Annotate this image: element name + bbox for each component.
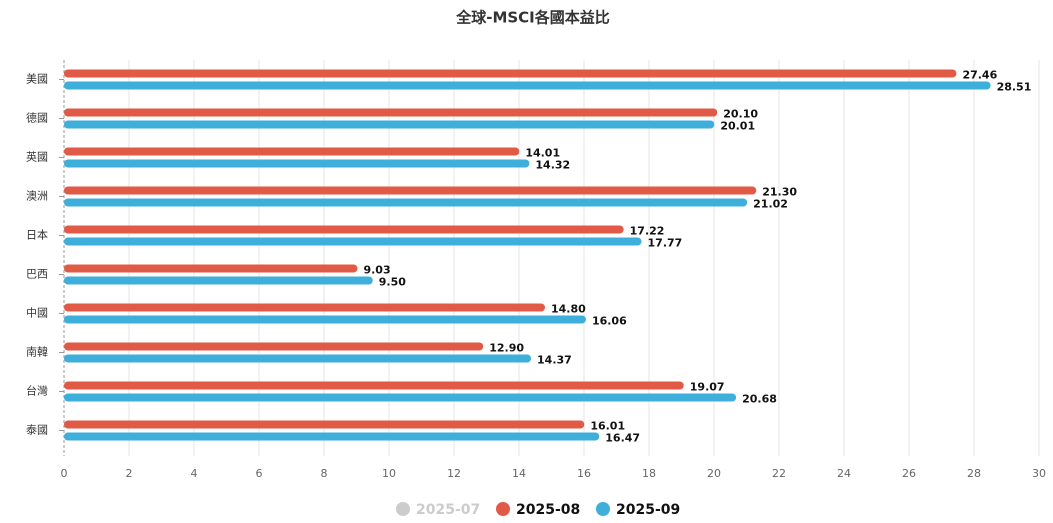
bar [64, 432, 600, 441]
value-label: 28.51 [997, 81, 1032, 94]
legend-label[interactable]: 2025-07 [416, 502, 480, 518]
x-tick-label: 4 [191, 467, 198, 480]
x-tick-label: 2 [126, 467, 133, 480]
x-tick-label: 22 [772, 467, 786, 480]
bar [64, 342, 484, 351]
value-label: 16.47 [605, 432, 640, 445]
value-label: 20.10 [723, 108, 758, 121]
bar [64, 120, 715, 129]
y-tick-label: 日本 [26, 228, 48, 242]
bar [64, 81, 991, 90]
value-label: 19.07 [690, 381, 725, 394]
bar [64, 381, 684, 390]
chart-title: 全球-MSCI各國本益比 [455, 9, 610, 27]
value-label: 20.68 [742, 393, 777, 406]
y-tick-label: 英國 [26, 150, 48, 164]
x-tick-label: 12 [447, 467, 461, 480]
value-label: 20.01 [720, 120, 755, 133]
y-tick-label: 南韓 [26, 346, 48, 359]
value-label: 16.01 [590, 420, 625, 433]
y-tick-label: 德國 [26, 111, 48, 125]
bar [64, 237, 642, 246]
legend-label[interactable]: 2025-08 [516, 502, 580, 518]
y-tick-label: 台灣 [26, 384, 48, 398]
bar [64, 354, 532, 363]
bar [64, 264, 358, 273]
bar [64, 147, 520, 156]
value-label: 14.80 [551, 303, 586, 316]
y-tick-label: 泰國 [26, 423, 48, 437]
bar [64, 108, 718, 117]
x-tick-label: 8 [321, 467, 328, 480]
value-label: 27.46 [962, 69, 997, 82]
x-tick-label: 28 [967, 467, 981, 480]
bar [64, 303, 545, 312]
x-tick-label: 14 [512, 467, 526, 480]
bar [64, 225, 624, 234]
x-tick-label: 20 [707, 467, 721, 480]
x-tick-label: 10 [382, 467, 396, 480]
x-tick-label: 26 [902, 467, 916, 480]
value-label: 14.37 [537, 354, 572, 367]
y-tick-label: 美國 [26, 73, 48, 86]
legend-marker[interactable] [496, 502, 510, 516]
y-tick-label: 澳洲 [26, 190, 48, 203]
y-tick-label: 中國 [26, 307, 48, 320]
x-tick-label: 18 [642, 467, 656, 480]
bar [64, 69, 957, 78]
value-label: 14.32 [535, 159, 570, 172]
legend-marker[interactable] [596, 502, 610, 516]
x-tick-label: 24 [837, 467, 851, 480]
bar [64, 198, 748, 207]
y-tick-label: 巴西 [26, 268, 48, 281]
value-label: 21.30 [762, 186, 797, 199]
bar [64, 315, 586, 324]
value-label: 9.50 [379, 276, 406, 289]
value-label: 12.90 [489, 342, 524, 355]
value-label: 17.22 [630, 225, 665, 238]
legend-marker[interactable] [396, 502, 410, 516]
value-label: 9.03 [363, 264, 390, 277]
x-tick-label: 16 [577, 467, 591, 480]
x-tick-label: 0 [61, 467, 68, 480]
x-tick-label: 30 [1032, 467, 1046, 480]
value-label: 14.01 [525, 147, 560, 160]
bar [64, 186, 757, 195]
legend-label[interactable]: 2025-09 [616, 502, 680, 518]
bar [64, 420, 585, 429]
x-tick-label: 6 [256, 467, 263, 480]
value-label: 17.77 [648, 237, 683, 250]
value-label: 21.02 [753, 198, 788, 211]
bar [64, 159, 530, 168]
bar [64, 393, 737, 402]
value-label: 16.06 [592, 315, 627, 328]
bar [64, 276, 373, 285]
